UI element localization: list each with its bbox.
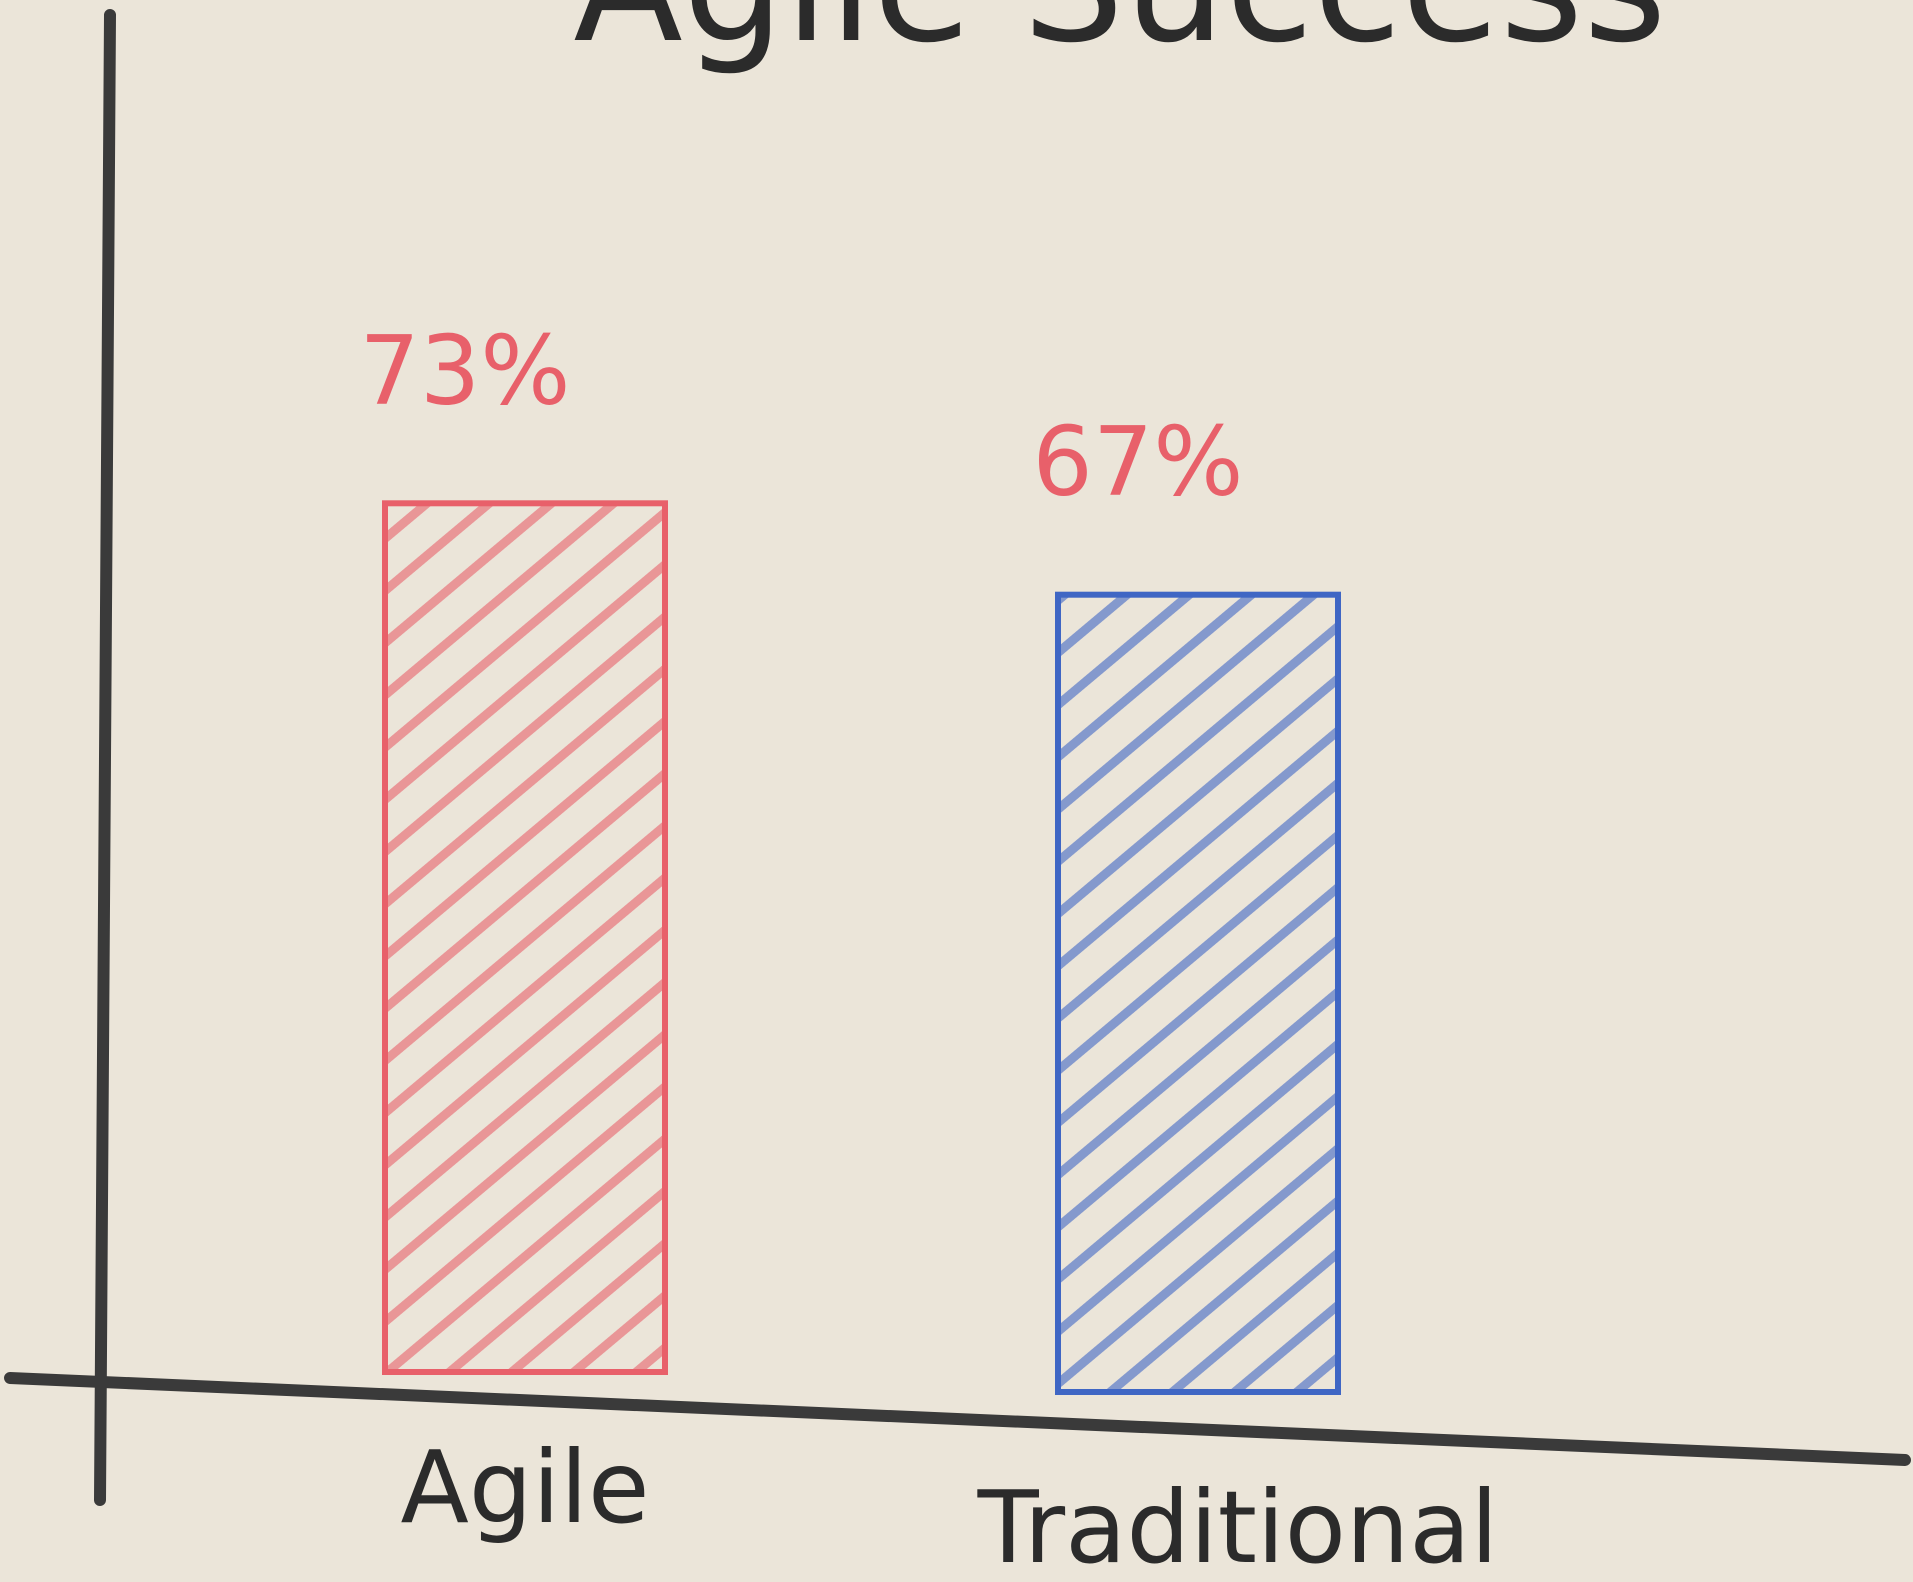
value-label: 73% [359, 316, 570, 426]
value-label: 67% [1032, 408, 1243, 518]
y-axis [94, 9, 116, 1506]
chart-title: Agile Success [573, 0, 1666, 78]
x-axis [4, 1372, 1911, 1466]
bar [382, 500, 668, 1375]
x-tick-label: Traditional [977, 1469, 1499, 1582]
bar [1055, 591, 1341, 1395]
x-tick-label: Agile [401, 1429, 650, 1546]
